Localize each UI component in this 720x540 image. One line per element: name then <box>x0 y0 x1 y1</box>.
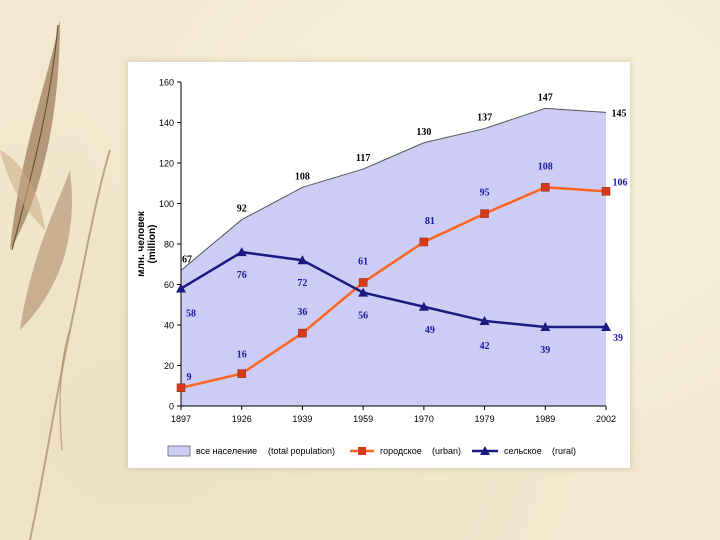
leaf-decoration-icon <box>0 20 111 540</box>
y-tick-label: 60 <box>164 280 174 290</box>
urban-data-label: 81 <box>425 216 435 227</box>
urban-data-label: 9 <box>187 372 192 383</box>
total-data-label: 145 <box>612 108 627 119</box>
rural-point <box>297 255 308 265</box>
y-axis-label: млн. человек (million) <box>136 210 158 277</box>
y-tick-label: 0 <box>169 402 174 412</box>
legend-urban-label: городское <box>380 446 422 456</box>
urban-data-label: 106 <box>613 177 628 188</box>
chart-panel: 0 20 40 60 80 100 120 140 160 1897 1926 1939 1959 197… <box>128 62 630 468</box>
rural-data-label: 56 <box>358 311 368 322</box>
rural-point <box>540 322 551 332</box>
urban-point <box>480 209 489 218</box>
y-tick-label: 100 <box>159 199 174 209</box>
x-tick-label: 1959 <box>353 414 373 424</box>
population-chart: 0 20 40 60 80 100 120 140 160 1897 1926 1939 1959 197… <box>136 78 628 457</box>
rural-point <box>236 247 247 257</box>
x-tick-label: 1926 <box>232 414 252 424</box>
urban-point <box>601 187 611 196</box>
total-population-area <box>181 108 606 406</box>
x-tick-label: 1939 <box>292 414 312 424</box>
rural-data-label: 58 <box>186 309 196 320</box>
legend-total-label: все население <box>196 446 257 456</box>
urban-point <box>358 278 368 287</box>
rural-data-label: 39 <box>613 333 623 344</box>
rural-data-label: 49 <box>425 325 435 336</box>
x-tick-label: 1989 <box>535 414 555 424</box>
rural-point <box>601 322 611 332</box>
urban-point <box>419 237 429 247</box>
legend-total-swatch <box>167 445 191 457</box>
y-tick-label: 40 <box>164 321 174 331</box>
rural-data-label: 76 <box>237 270 247 281</box>
rural-line <box>180 250 606 329</box>
rural-point <box>176 283 186 293</box>
rural-data-label: 39 <box>540 345 550 356</box>
urban-point <box>237 369 246 378</box>
y-tick-label: 140 <box>159 118 174 128</box>
urban-data-label: 108 <box>538 161 553 172</box>
urban-data-label: 36 <box>297 307 307 318</box>
y-axis-label-line1: млн. человек <box>136 210 147 277</box>
urban-point <box>541 183 550 192</box>
total-data-label: 108 <box>295 171 310 182</box>
x-tick-label: 1979 <box>475 414 495 424</box>
x-tick-label: 2002 <box>596 414 616 424</box>
legend-rural-label-en: (rural) <box>552 446 576 456</box>
total-population-line <box>180 107 607 271</box>
y-tick-label: 80 <box>164 240 174 250</box>
rural-point <box>418 301 429 311</box>
x-tick-label: 1897 <box>171 414 191 424</box>
rural-point <box>358 287 369 297</box>
y-axis-label-line2: (million) <box>147 225 158 264</box>
legend-urban-marker <box>358 447 366 455</box>
urban-point <box>176 383 186 393</box>
legend-urban-label-en: (urban) <box>432 446 461 456</box>
y-tick-label: 120 <box>159 159 174 169</box>
y-tick-label: 160 <box>159 78 174 88</box>
urban-data-label: 16 <box>237 350 247 361</box>
x-tick-label: 1970 <box>414 414 434 424</box>
legend-total-label-en: (total population) <box>268 446 335 456</box>
total-data-label: 67 <box>182 254 192 265</box>
total-data-label: 147 <box>538 92 553 103</box>
rural-point <box>479 315 490 325</box>
y-tick-label: 20 <box>164 361 174 371</box>
legend-rural-label: сельское <box>504 446 542 456</box>
rural-data-label: 42 <box>480 341 490 352</box>
legend-rural-marker <box>480 446 490 455</box>
urban-data-label: 61 <box>358 256 368 267</box>
total-data-label: 117 <box>356 153 370 164</box>
urban-line <box>180 186 607 389</box>
rural-data-label: 72 <box>297 278 307 289</box>
urban-point <box>298 328 307 338</box>
total-data-label: 92 <box>237 204 247 215</box>
total-data-label: 130 <box>416 127 431 138</box>
urban-data-label: 95 <box>480 188 490 199</box>
total-data-label: 137 <box>477 113 492 124</box>
